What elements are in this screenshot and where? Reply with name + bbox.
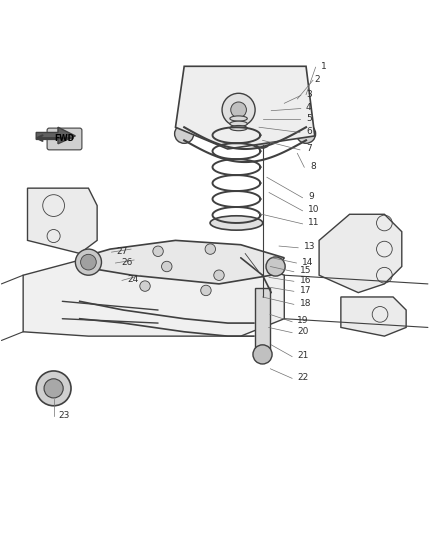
Circle shape xyxy=(205,244,215,254)
Text: 9: 9 xyxy=(308,192,314,201)
Text: 2: 2 xyxy=(315,75,320,84)
Text: FWD: FWD xyxy=(54,134,74,143)
Text: 10: 10 xyxy=(308,205,320,214)
Text: 8: 8 xyxy=(311,162,316,171)
Circle shape xyxy=(266,257,285,276)
Bar xyxy=(254,288,270,349)
Text: 15: 15 xyxy=(300,266,311,276)
Circle shape xyxy=(222,93,255,126)
Polygon shape xyxy=(80,240,284,284)
Circle shape xyxy=(162,261,172,272)
Polygon shape xyxy=(28,188,97,254)
Circle shape xyxy=(253,345,272,364)
Polygon shape xyxy=(341,297,406,336)
Text: 13: 13 xyxy=(304,243,315,252)
Polygon shape xyxy=(319,214,402,293)
Circle shape xyxy=(297,124,316,143)
Text: 3: 3 xyxy=(306,90,312,99)
Circle shape xyxy=(44,379,63,398)
Text: 19: 19 xyxy=(297,317,309,326)
Text: 20: 20 xyxy=(297,327,309,336)
Text: 27: 27 xyxy=(117,247,128,256)
Text: 18: 18 xyxy=(300,299,311,308)
FancyBboxPatch shape xyxy=(47,128,82,150)
Text: 16: 16 xyxy=(300,276,311,285)
Text: 1: 1 xyxy=(321,62,327,71)
Circle shape xyxy=(75,249,102,275)
Circle shape xyxy=(153,246,163,256)
Circle shape xyxy=(175,124,194,143)
Text: 4: 4 xyxy=(306,103,312,112)
Circle shape xyxy=(36,371,71,406)
Text: 5: 5 xyxy=(306,114,312,123)
Text: 21: 21 xyxy=(297,351,309,360)
Circle shape xyxy=(81,254,96,270)
Text: 26: 26 xyxy=(121,257,132,266)
Polygon shape xyxy=(36,127,75,144)
Ellipse shape xyxy=(210,120,263,134)
Ellipse shape xyxy=(230,125,247,131)
Circle shape xyxy=(231,102,247,118)
Ellipse shape xyxy=(230,116,247,121)
Circle shape xyxy=(201,285,211,296)
Circle shape xyxy=(254,133,270,148)
Ellipse shape xyxy=(210,216,263,230)
Circle shape xyxy=(140,281,150,292)
Polygon shape xyxy=(176,66,315,149)
Polygon shape xyxy=(23,258,284,336)
Ellipse shape xyxy=(230,121,247,126)
Text: 23: 23 xyxy=(58,411,69,420)
Text: 6: 6 xyxy=(306,127,312,136)
Text: 17: 17 xyxy=(300,286,311,295)
Text: 14: 14 xyxy=(302,257,313,266)
Text: 7: 7 xyxy=(306,144,312,154)
Text: 11: 11 xyxy=(308,219,320,228)
Circle shape xyxy=(214,270,224,280)
Text: 24: 24 xyxy=(127,275,139,284)
Text: 22: 22 xyxy=(297,373,309,382)
